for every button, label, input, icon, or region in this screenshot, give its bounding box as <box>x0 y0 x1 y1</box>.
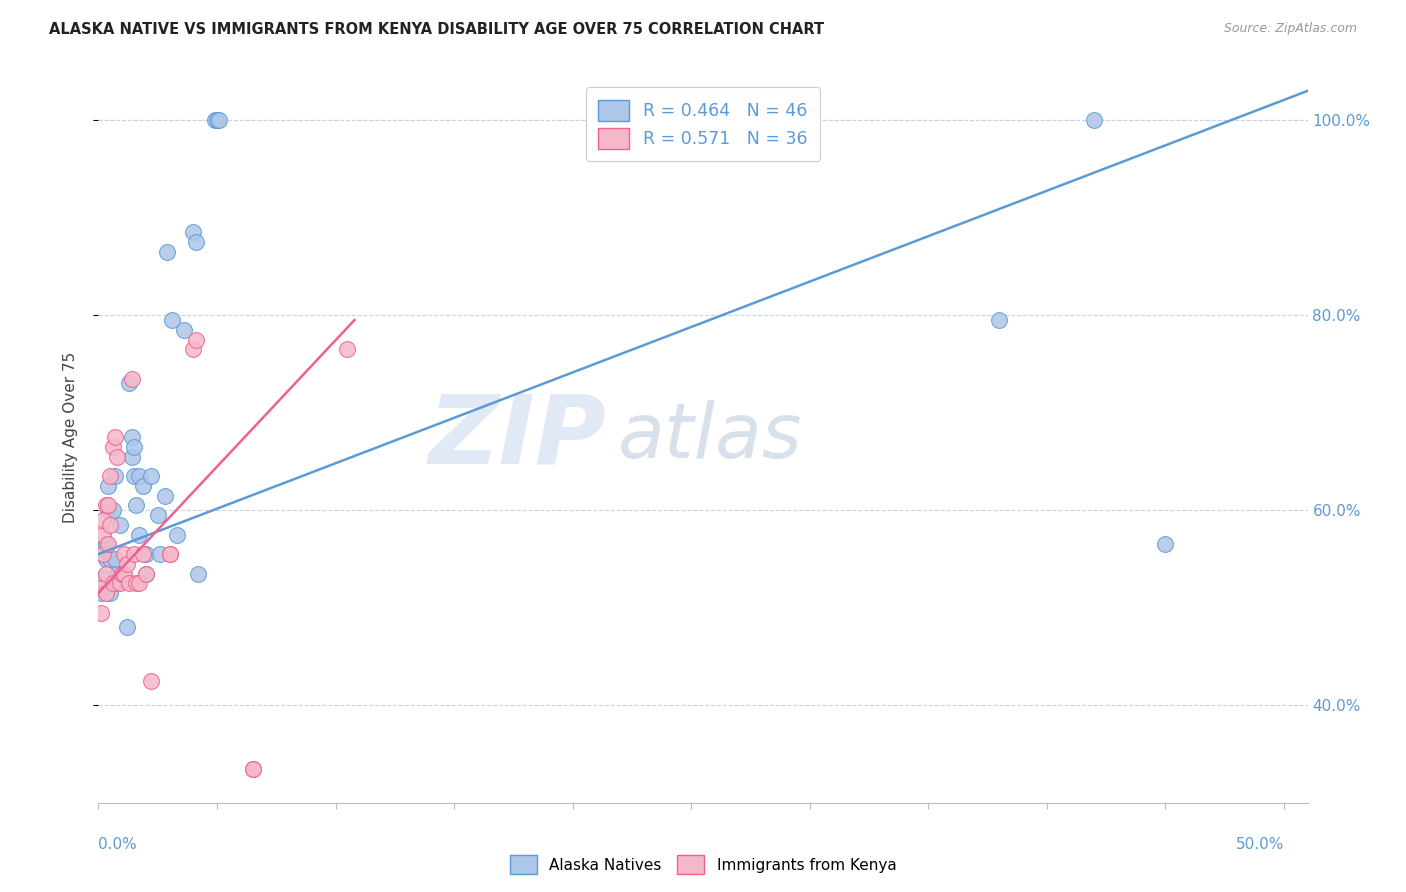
Point <box>146 508 169 522</box>
Point <box>132 479 155 493</box>
Point <box>242 762 264 776</box>
Point <box>91 572 114 586</box>
Text: ZIP: ZIP <box>429 391 606 483</box>
Point <box>98 517 121 532</box>
Point <box>139 469 162 483</box>
Point <box>135 566 157 581</box>
Point <box>181 343 204 357</box>
Point <box>156 244 179 259</box>
Point <box>101 576 124 591</box>
Point <box>184 235 207 249</box>
Point <box>115 557 138 571</box>
Point <box>114 566 136 581</box>
Point <box>118 576 141 591</box>
Point <box>97 479 120 493</box>
Point <box>94 552 117 566</box>
Point <box>94 586 117 600</box>
Point <box>94 537 117 551</box>
Text: 0.0%: 0.0% <box>98 837 138 852</box>
Point <box>122 547 145 561</box>
Point <box>187 566 209 581</box>
Point <box>105 566 128 581</box>
Point <box>115 620 138 634</box>
Point <box>111 566 134 581</box>
Text: atlas: atlas <box>619 401 803 474</box>
Point <box>104 552 127 566</box>
Point <box>208 113 231 128</box>
Point <box>104 469 127 483</box>
Point <box>90 581 112 595</box>
Point <box>91 527 114 541</box>
Y-axis label: Disability Age Over 75: Disability Age Over 75 <box>63 351 77 523</box>
Point <box>132 547 155 561</box>
Legend: R = 0.464   N = 46, R = 0.571   N = 36: R = 0.464 N = 46, R = 0.571 N = 36 <box>586 87 820 161</box>
Point <box>105 576 128 591</box>
Point <box>101 440 124 454</box>
Point <box>988 313 1011 327</box>
Point <box>1083 113 1105 128</box>
Point <box>91 547 114 561</box>
Point <box>121 371 143 385</box>
Point <box>94 566 117 581</box>
Point <box>101 503 124 517</box>
Point <box>128 469 150 483</box>
Text: 50.0%: 50.0% <box>1236 837 1284 852</box>
Point <box>111 566 134 581</box>
Point <box>105 450 128 464</box>
Point <box>128 527 150 541</box>
Point <box>104 430 127 444</box>
Point <box>160 313 183 327</box>
Point <box>159 547 181 561</box>
Point <box>173 323 195 337</box>
Point <box>108 576 131 591</box>
Point <box>121 430 143 444</box>
Point <box>90 606 112 620</box>
Point <box>242 762 264 776</box>
Point <box>91 542 114 557</box>
Point <box>205 113 228 128</box>
Point <box>125 576 148 591</box>
Point <box>90 586 112 600</box>
Point <box>122 469 145 483</box>
Point <box>125 499 148 513</box>
Text: Source: ZipAtlas.com: Source: ZipAtlas.com <box>1223 22 1357 36</box>
Point <box>121 450 143 464</box>
Point <box>98 469 121 483</box>
Point <box>97 503 120 517</box>
Point <box>122 440 145 454</box>
Point <box>1154 537 1177 551</box>
Point <box>184 333 207 347</box>
Point <box>91 513 114 527</box>
Point <box>94 499 117 513</box>
Point <box>149 547 172 561</box>
Point <box>97 537 120 551</box>
Point <box>336 343 359 357</box>
Point <box>98 552 121 566</box>
Text: ALASKA NATIVE VS IMMIGRANTS FROM KENYA DISABILITY AGE OVER 75 CORRELATION CHART: ALASKA NATIVE VS IMMIGRANTS FROM KENYA D… <box>49 22 824 37</box>
Point <box>181 225 204 239</box>
Point <box>114 547 136 561</box>
Point <box>139 673 162 688</box>
Point <box>128 576 150 591</box>
Point <box>166 527 188 541</box>
Point <box>153 489 176 503</box>
Point <box>135 547 157 561</box>
Point <box>159 547 181 561</box>
Point <box>204 113 226 128</box>
Point <box>98 586 121 600</box>
Point <box>135 566 157 581</box>
Point <box>118 376 141 391</box>
Legend: Alaska Natives, Immigrants from Kenya: Alaska Natives, Immigrants from Kenya <box>503 849 903 880</box>
Point <box>108 517 131 532</box>
Point <box>97 499 120 513</box>
Point <box>94 581 117 595</box>
